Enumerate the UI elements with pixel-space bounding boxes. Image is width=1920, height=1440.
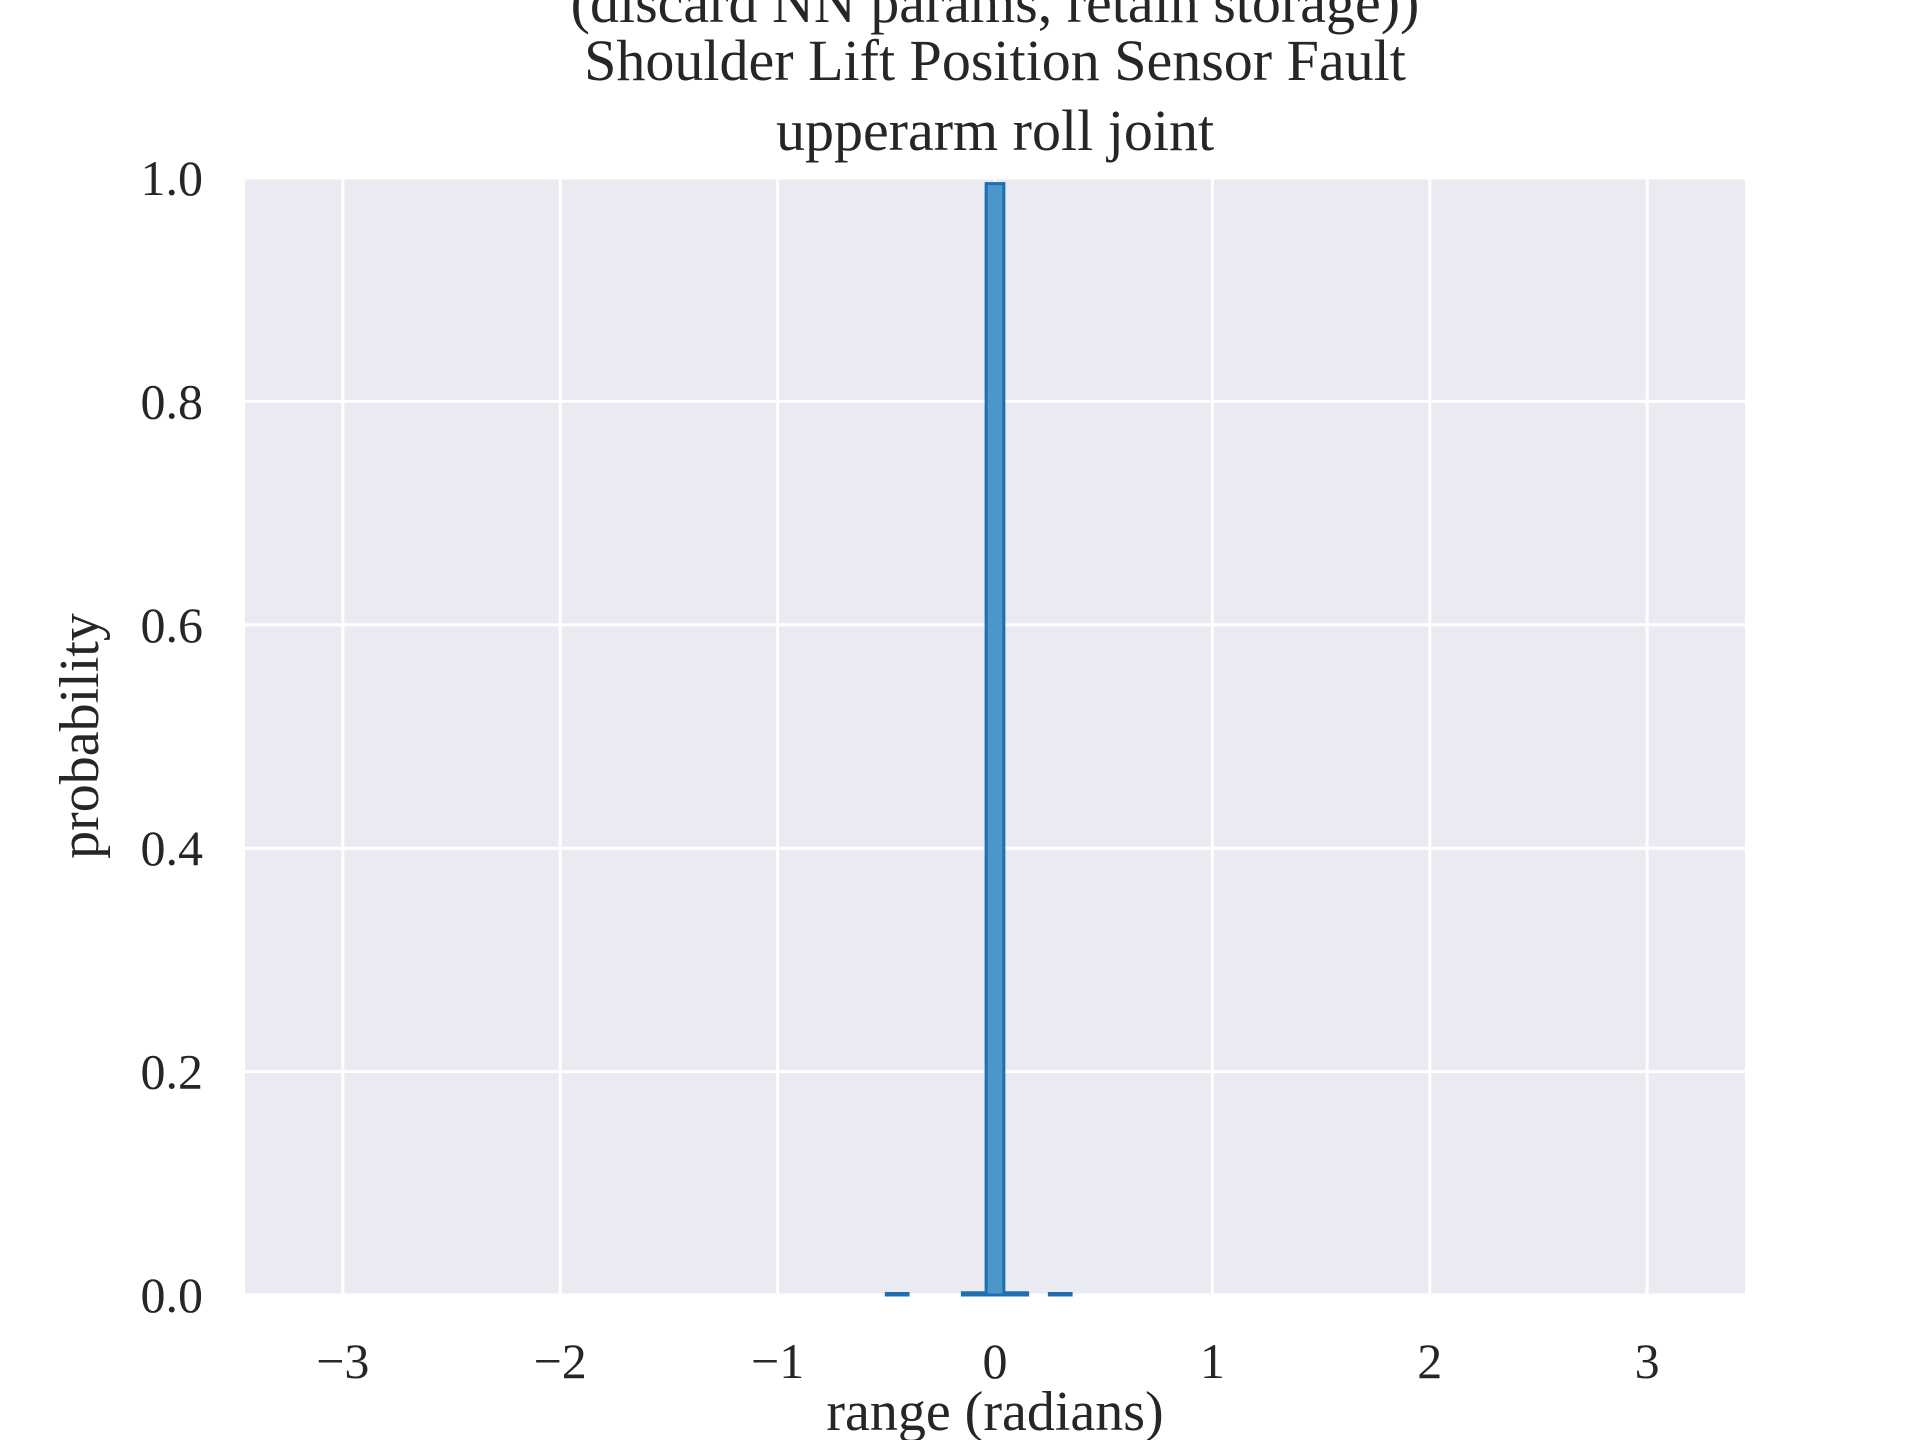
x-axis-label: range (radians) xyxy=(826,1381,1163,1440)
x-tick-label-6: 3 xyxy=(1635,1333,1660,1389)
chart-title: (discard NN params, retain storage))Shou… xyxy=(571,0,1420,163)
title-line-3: upperarm roll joint xyxy=(776,98,1214,163)
x-tick-label-3: 0 xyxy=(983,1333,1008,1389)
y-tick-label-2: 0.4 xyxy=(141,820,204,876)
x-tick-label-1: −2 xyxy=(534,1333,587,1389)
title-line-1: (discard NN params, retain storage)) xyxy=(571,0,1420,35)
histogram-bar-3 xyxy=(1004,1291,1030,1297)
x-tick-label-2: −1 xyxy=(751,1333,804,1389)
y-axis-label: probability xyxy=(49,613,111,859)
y-tick-label-4: 0.8 xyxy=(141,373,204,429)
histogram-bar-2 xyxy=(960,1291,986,1297)
y-tick-label-0: 0.0 xyxy=(141,1267,204,1323)
histogram-bar-4 xyxy=(1047,1292,1073,1297)
x-axis-ticks: −3 −2 −1 0 1 2 3 xyxy=(316,1333,1659,1389)
y-tick-label-5: 1.0 xyxy=(141,150,204,206)
histogram-bars xyxy=(884,182,1073,1297)
x-tick-label-0: −3 xyxy=(316,1333,369,1389)
x-tick-label-5: 2 xyxy=(1417,1333,1442,1389)
y-tick-label-1: 0.2 xyxy=(141,1044,204,1100)
histogram-bar-0 xyxy=(884,1292,910,1297)
y-tick-label-3: 0.6 xyxy=(141,597,204,653)
title-line-2: Shoulder Lift Position Sensor Fault xyxy=(584,28,1406,93)
histogram-bar-1 xyxy=(984,182,1006,1297)
y-axis-ticks: 0.0 0.2 0.4 0.6 0.8 1.0 xyxy=(141,150,204,1323)
x-tick-label-4: 1 xyxy=(1200,1333,1225,1389)
